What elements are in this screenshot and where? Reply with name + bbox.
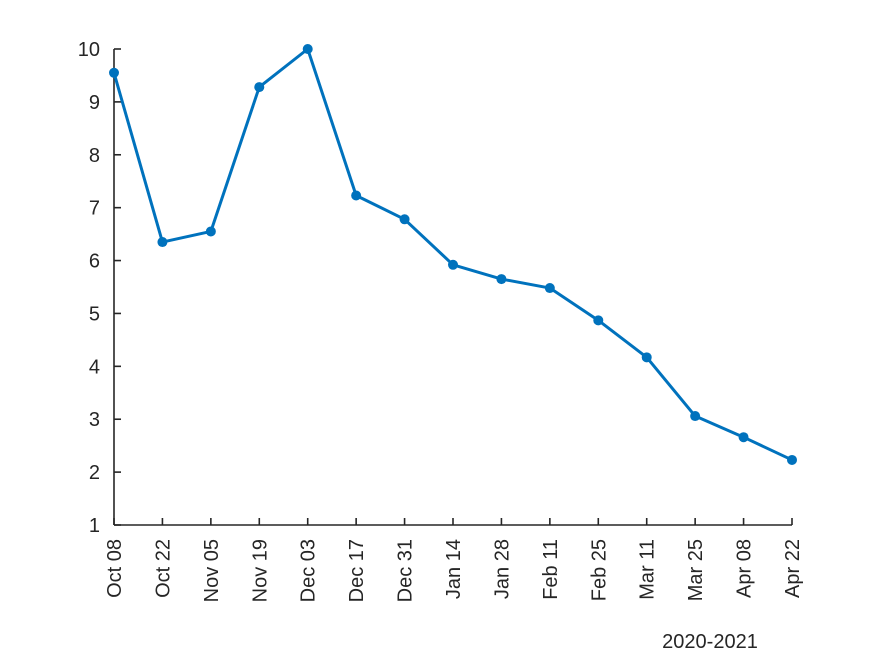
data-point (690, 411, 701, 422)
x-tick-label: Jan 28 (491, 539, 513, 599)
data-point (399, 214, 410, 225)
x-tick-label: Dec 03 (298, 539, 320, 602)
x-tick-label: Mar 11 (637, 539, 659, 600)
data-point (593, 315, 604, 326)
series-line (112, 47, 793, 462)
series-layer (109, 44, 797, 465)
y-tick-label: 8 (89, 145, 100, 167)
x-tick-label: Oct 22 (152, 539, 174, 598)
data-point (254, 82, 265, 93)
data-point (496, 274, 507, 285)
data-point (448, 259, 458, 270)
x-tick-label: Nov 19 (249, 539, 271, 602)
x-tick-label: Jan 14 (443, 539, 465, 599)
x-tick-label: Apr 08 (734, 539, 756, 598)
data-point (157, 237, 168, 248)
x-axis-caption: 2020-2021 (662, 631, 758, 653)
data-point (787, 454, 797, 465)
y-tick-label: 5 (89, 303, 100, 325)
y-tick-label: 10 (78, 39, 100, 61)
data-point (738, 432, 749, 443)
x-tick-label: Nov 05 (201, 539, 223, 602)
data-point (544, 283, 555, 294)
x-tick-label: Apr 22 (782, 539, 804, 598)
y-tick-label: 6 (89, 251, 100, 273)
y-tick-label: 1 (89, 515, 100, 537)
data-point (109, 67, 119, 78)
x-tick-label: Feb 11 (540, 539, 562, 600)
x-tick-label: Feb 25 (588, 539, 610, 601)
data-point (641, 352, 652, 363)
x-tick-label: Mar 25 (685, 539, 707, 601)
data-point (351, 190, 362, 201)
y-tick-label: 2 (89, 462, 100, 484)
y-tick-label: 4 (89, 356, 100, 378)
data-point (205, 226, 216, 237)
data-point (302, 44, 313, 54)
axes: 1 2 3 4 5 6 7 8 9 10 Oct 08 Oct 22 Nov 05 Nov 19 Dec 0… (78, 39, 804, 602)
x-tick-label: Dec 31 (395, 539, 417, 602)
x-tick-label: Oct 08 (104, 539, 126, 598)
y-tick-label: 3 (89, 409, 100, 431)
x-tick-label: Dec 17 (346, 539, 368, 602)
y-tick-label: 7 (89, 198, 100, 220)
y-tick-label: 9 (89, 92, 100, 114)
